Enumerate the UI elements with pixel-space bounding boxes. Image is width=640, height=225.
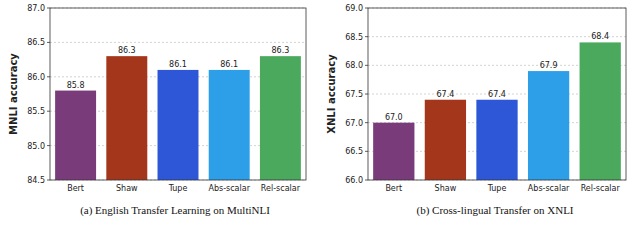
bar <box>260 56 301 180</box>
data-label: 86.3 <box>271 46 289 55</box>
data-label: 86.1 <box>169 60 187 69</box>
tick-mark <box>47 145 50 146</box>
tick-mark <box>365 180 368 181</box>
plot-area <box>368 8 626 180</box>
axes-frame <box>50 8 306 180</box>
bar <box>55 91 96 180</box>
tick-label: 84.5 <box>27 176 45 185</box>
plot-area <box>50 8 306 180</box>
category-label: Tupe <box>487 184 507 193</box>
tick-label: 86.5 <box>27 38 45 47</box>
tick-label: 66.0 <box>345 176 363 185</box>
category-label: Rel-scalar <box>261 184 301 193</box>
tick-mark <box>365 36 368 37</box>
grid-line <box>50 42 306 43</box>
figure: 84.5 85.0 85.5 86.0 86.5 87.0 85.8 86.3 86.1 86.1… <box>0 0 640 225</box>
grid-line <box>368 36 626 37</box>
tick-mark <box>365 94 368 95</box>
category-label: Abs-scalar <box>208 184 250 193</box>
tick-label: 68.5 <box>345 33 363 42</box>
category-label: Rel-scalar <box>581 184 621 193</box>
tick-mark <box>365 8 368 9</box>
tick-mark <box>47 111 50 112</box>
caption: (b) Cross-lingual Transfer on XNLI <box>416 204 573 217</box>
tick-mark <box>47 76 50 77</box>
bars <box>373 42 621 180</box>
tick-mark <box>365 65 368 66</box>
category-label: Abs-scalar <box>528 184 570 193</box>
y-axis-label: XNLI accuracy <box>326 54 337 134</box>
caption: (a) English Transfer Learning on MultiNL… <box>80 204 270 217</box>
tick-label: 69.0 <box>345 4 363 13</box>
data-label: 67.0 <box>385 113 403 122</box>
bars <box>55 56 301 180</box>
bar <box>209 70 250 180</box>
chart: 66.0 66.5 67.0 67.5 68.0 68.5 69.0 67.0 67.4 67.4… <box>326 4 626 217</box>
tick-label: 85.5 <box>27 107 45 116</box>
tick-label: 66.5 <box>345 147 363 156</box>
y-axis-label: MNLI accuracy <box>8 53 19 135</box>
bar <box>528 71 569 180</box>
chart: 84.5 85.0 85.5 86.0 86.5 87.0 85.8 86.3 86.1 86.1… <box>8 4 306 217</box>
category-label: Shaw <box>116 184 138 193</box>
category-label: Shaw <box>435 184 457 193</box>
tick-mark <box>47 180 50 181</box>
tick-mark <box>47 8 50 9</box>
bar <box>106 56 147 180</box>
data-label: 68.4 <box>591 32 609 41</box>
data-label: 67.9 <box>540 61 558 70</box>
tick-label: 67.5 <box>345 90 363 99</box>
axes-frame <box>368 8 626 180</box>
tick-label: 85.0 <box>27 142 45 151</box>
category-label: Tupe <box>168 184 188 193</box>
tick-mark <box>47 42 50 43</box>
bar <box>373 123 414 180</box>
tick-label: 86.0 <box>27 73 45 82</box>
category-label: Bert <box>385 184 402 193</box>
tick-label: 87.0 <box>27 4 45 13</box>
data-label: 86.3 <box>118 46 136 55</box>
tick-label: 67.0 <box>345 119 363 128</box>
tick-label: 68.0 <box>345 61 363 70</box>
tick-mark <box>365 122 368 123</box>
data-label: 85.8 <box>67 81 85 90</box>
tick-mark <box>365 151 368 152</box>
category-label: Bert <box>67 184 84 193</box>
data-label: 67.4 <box>488 90 506 99</box>
bar <box>158 70 199 180</box>
data-label: 67.4 <box>436 90 454 99</box>
data-label: 86.1 <box>220 60 238 69</box>
bar <box>580 42 621 180</box>
bar <box>476 100 517 180</box>
bar <box>425 100 466 180</box>
